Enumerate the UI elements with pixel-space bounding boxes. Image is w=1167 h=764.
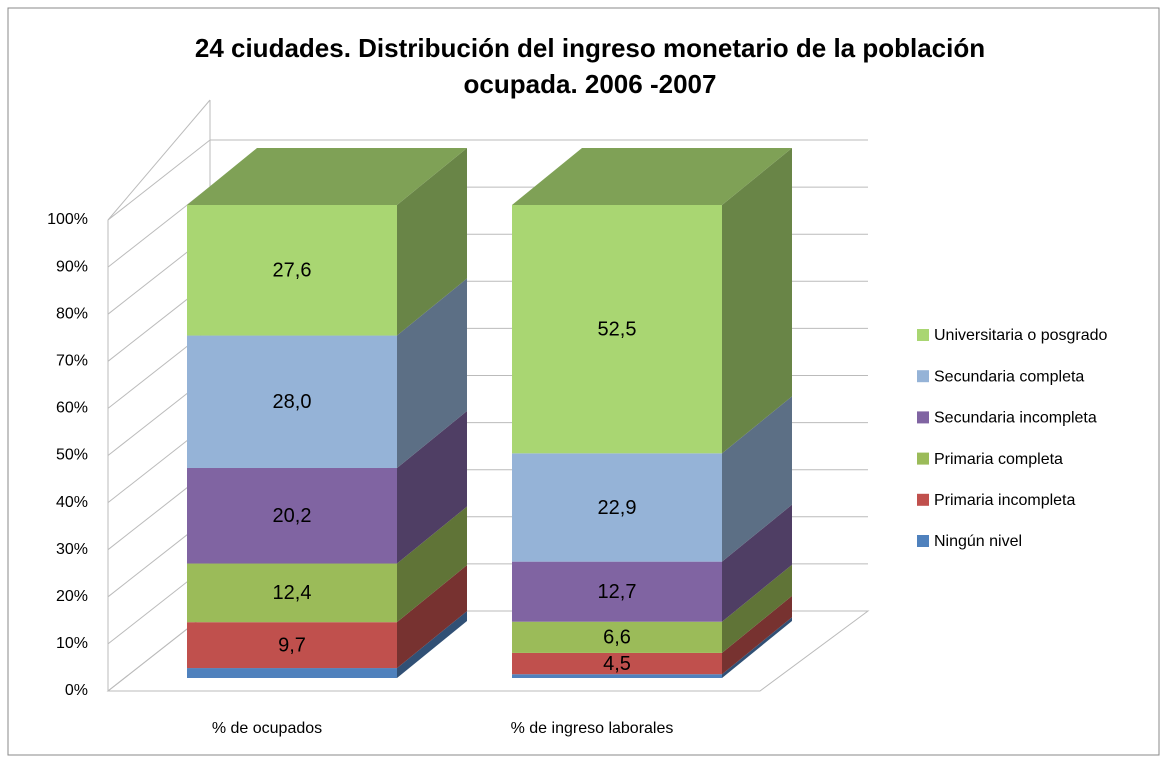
y-tick-label: 30% [56,541,88,558]
legend-swatch [917,370,929,383]
bar-top [187,148,467,205]
bar [187,467,397,564]
chart-title: 24 ciudades. Distribución del ingreso mo… [194,33,986,99]
data-label: 9,7 [278,634,306,656]
bar-top [512,148,792,205]
bar [512,561,722,622]
y-tick-label: 10% [56,635,88,652]
x-tick-label: % de ingreso laborales [511,720,674,737]
data-label: 52,5 [598,318,637,340]
y-tick-label: 20% [56,588,88,605]
legend-swatch [917,535,929,547]
bar-side [397,148,467,336]
legend-swatch [917,452,929,465]
data-label: 12,4 [273,582,312,604]
legend-swatch [917,329,929,341]
bar-side [397,506,467,623]
y-tick-label: 80% [56,305,88,322]
y-tick-label: 60% [56,400,88,417]
y-tick-label: 50% [56,447,88,464]
bar [187,205,397,336]
data-label: 4,5 [603,653,631,675]
legend-swatch [917,411,929,424]
y-tick-label: 0% [65,682,88,699]
y-tick-label: 90% [56,258,88,275]
bar [187,563,397,623]
bar-side [397,410,467,564]
data-label: 27,6 [273,260,312,282]
bar-side [722,396,792,562]
legend-label: Primaria completa [934,451,1063,468]
bar-side [397,278,467,468]
bar [187,668,397,678]
legend-swatch [917,493,929,506]
legend-label: Primaria incompleta [934,492,1075,509]
bar-side [397,611,467,678]
data-label: 28,0 [273,391,312,413]
data-label: 20,2 [273,505,312,527]
bar-side [722,504,792,622]
legend-label: Secundaria incompleta [934,410,1097,427]
bar-side [722,148,792,454]
data-label: 12,7 [598,581,637,603]
bar [187,622,397,669]
data-label: 22,9 [598,497,637,519]
y-tick-label: 40% [56,494,88,511]
wall-top [107,99,211,221]
x-tick-label: % de ocupados [212,720,322,737]
data-label: 6,6 [603,627,631,649]
legend-label: Secundaria completa [934,368,1084,385]
bar [512,674,722,678]
bar [187,335,397,468]
bar [512,453,722,562]
legend-label: Ningún nivel [934,533,1022,550]
bar [512,621,722,653]
bar-side [722,617,792,678]
bar-side [722,595,792,675]
y-tick-label: 100% [47,211,88,228]
bar [512,205,722,454]
bar [512,652,722,675]
y-tick-label: 70% [56,353,88,370]
bar-side [722,564,792,653]
grid-line [107,139,211,221]
legend-label: Universitaria o posgrado [934,327,1108,344]
bar-side [397,565,467,669]
